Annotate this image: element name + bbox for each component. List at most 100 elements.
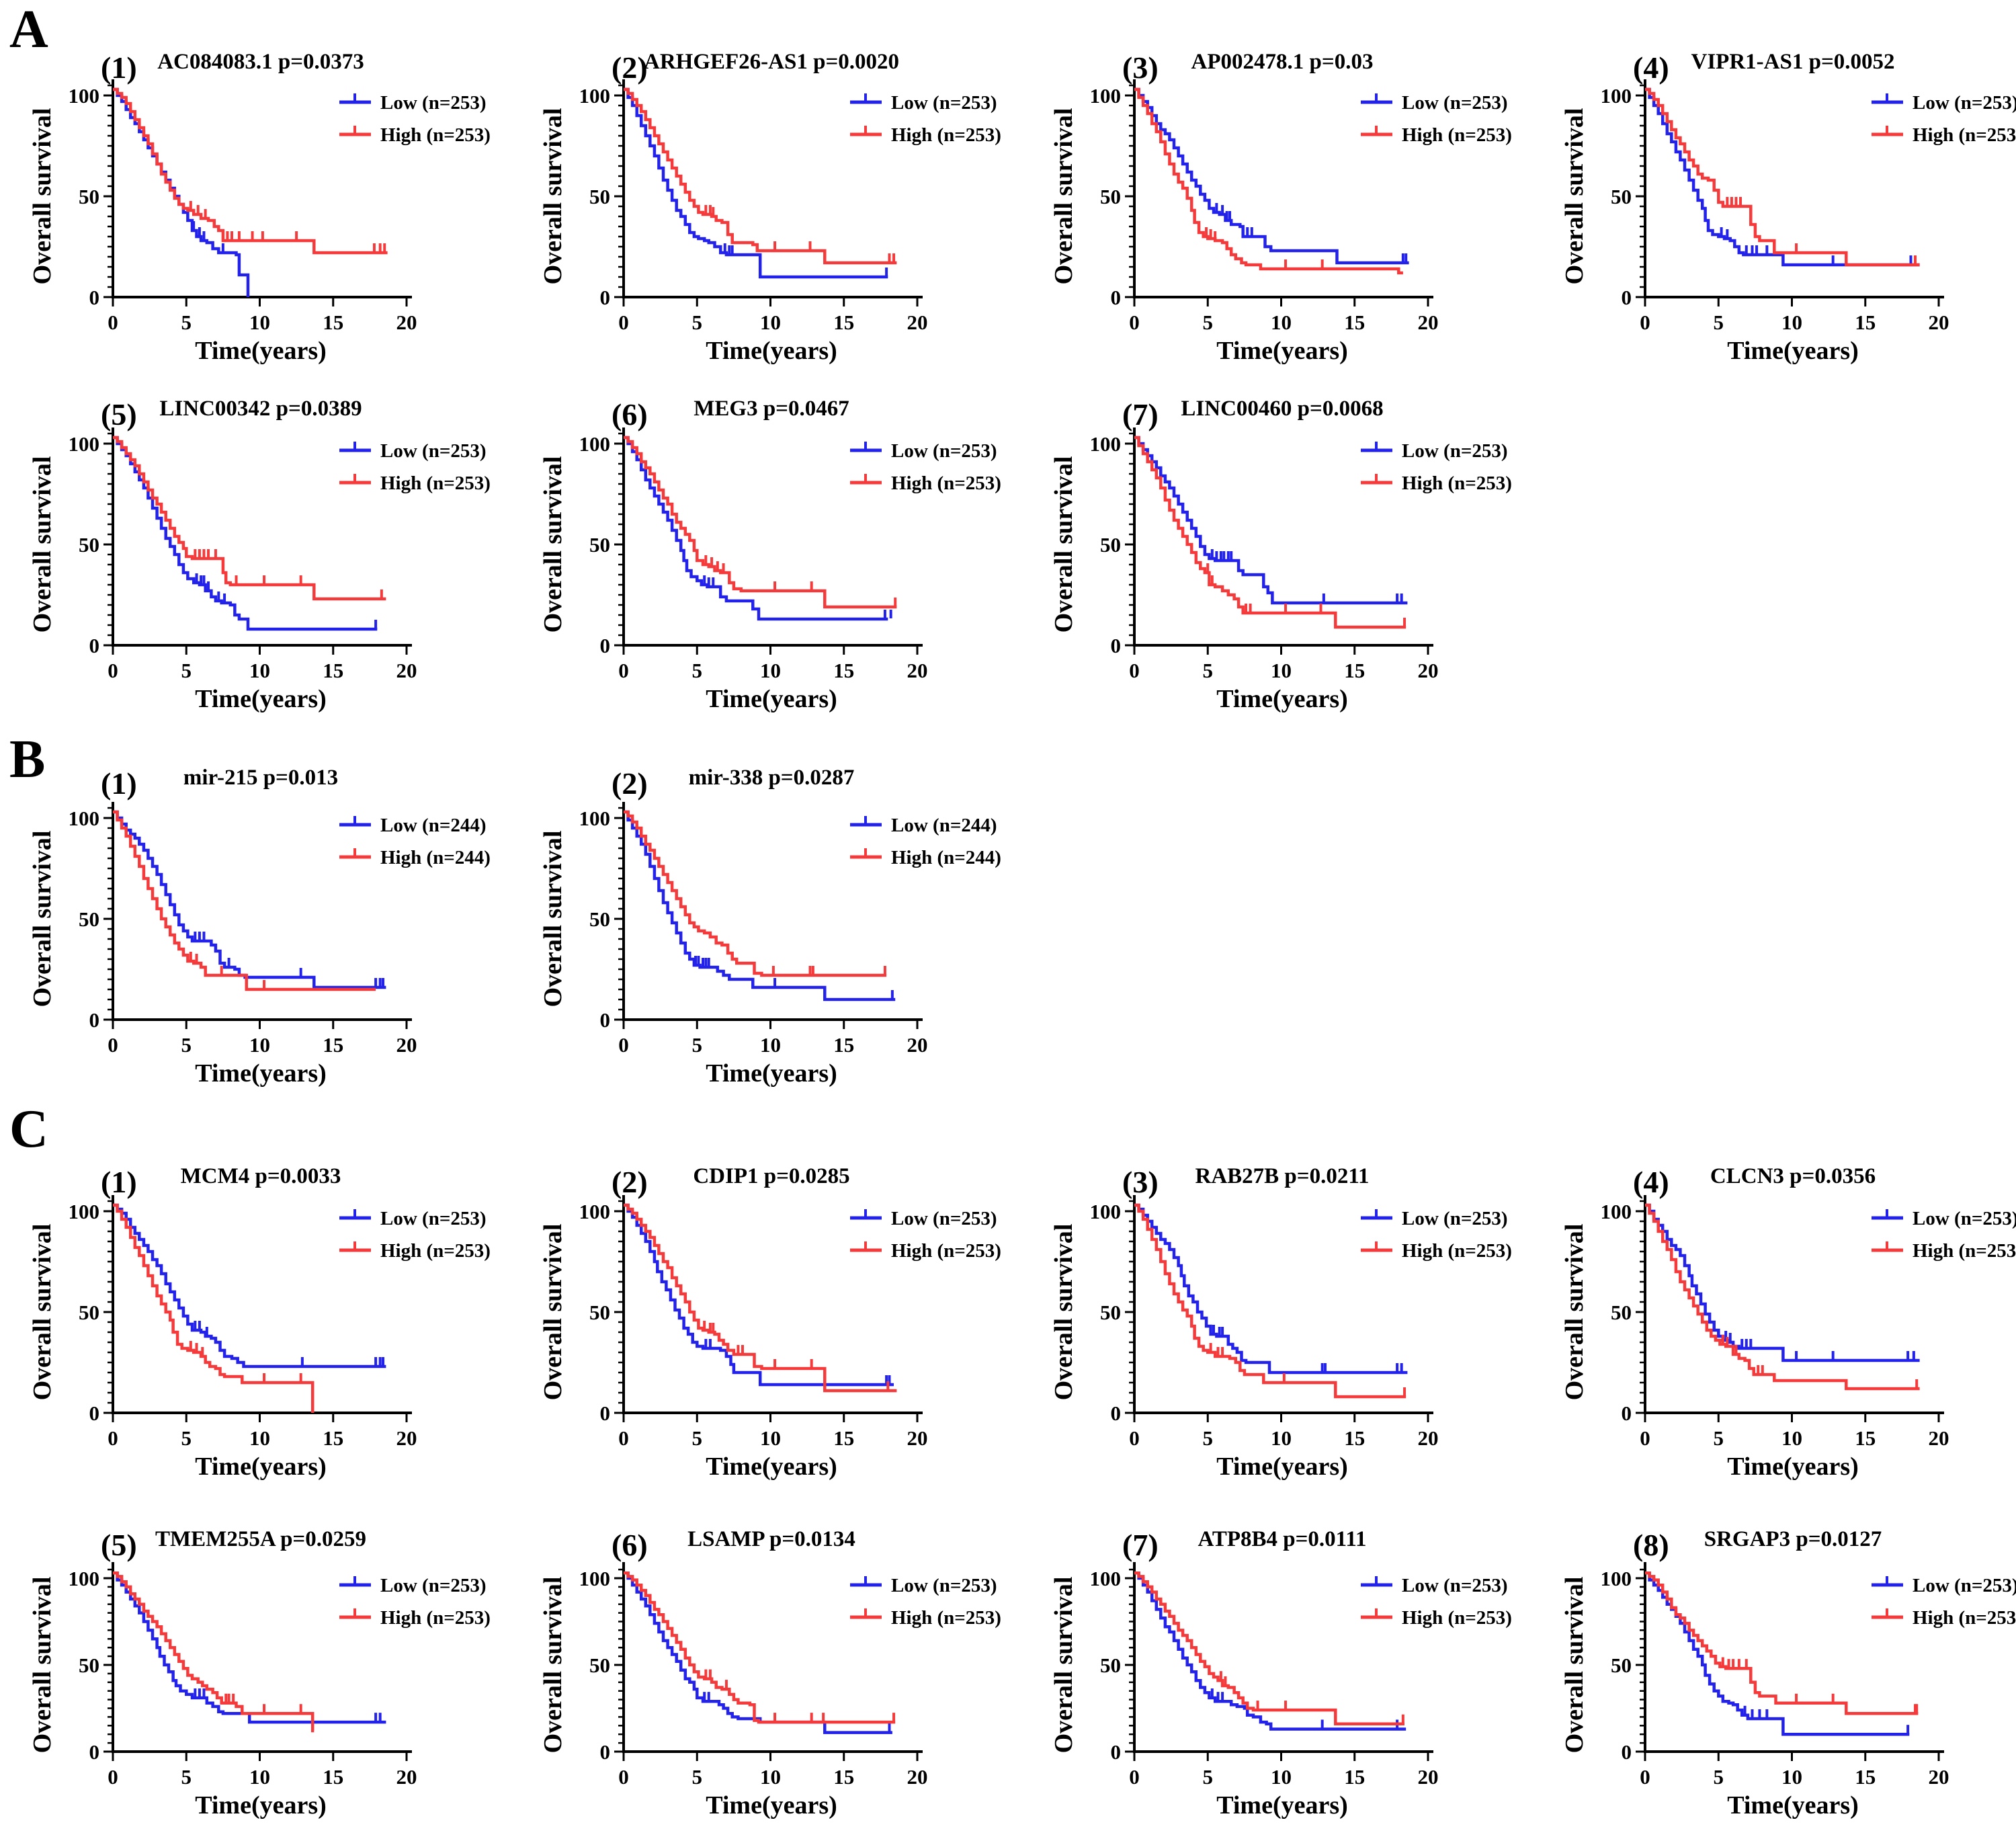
x-tick-label: 20 <box>907 1426 928 1450</box>
y-tick-label: 0 <box>89 1740 100 1764</box>
plot-title: VIPR1-AS1 p=0.0052 <box>1691 50 1895 74</box>
y-tick-label: 100 <box>579 432 611 456</box>
survival-curve-high <box>113 436 386 601</box>
x-tick-label: 5 <box>181 659 192 682</box>
y-tick-label: 50 <box>1100 185 1121 208</box>
plot-title: AP002478.1 p=0.03 <box>1191 50 1374 74</box>
x-tick-label: 5 <box>692 659 703 682</box>
x-tick-label: 15 <box>1344 659 1365 682</box>
survival-curve-high <box>624 1571 896 1724</box>
x-tick-label: 15 <box>323 1426 343 1450</box>
y-tick-label: 0 <box>89 286 100 309</box>
km-plot-TMEM255A: (5) TMEM255A p=0.0259 Overall survival 0 50 1… <box>0 1511 511 1836</box>
legend-label-low: Low (n=244) <box>891 815 997 836</box>
x-tick-label: 5 <box>1714 1765 1724 1789</box>
plot-title: mir-338 p=0.0287 <box>689 766 855 790</box>
y-tick-label: 50 <box>589 185 610 208</box>
km-plot-canvas-AC084083.1: (1) AC084083.1 p=0.0373 Overall survival 0 5… <box>28 50 491 365</box>
x-tick-label: 15 <box>323 1765 343 1789</box>
x-axis-label: Time(years) <box>195 685 327 713</box>
y-tick-label: 50 <box>79 185 99 208</box>
km-plot-ARHGEF26-AS1: (2) ARHGEF26-AS1 p=0.0020 Overall survival… <box>511 0 1021 376</box>
x-tick-label: 20 <box>396 311 417 334</box>
x-tick-label: 10 <box>249 1426 270 1450</box>
y-tick-label: 50 <box>79 1653 99 1677</box>
y-axis-label: Overall survival <box>1050 108 1078 285</box>
x-axis-label: Time(years) <box>706 1453 837 1481</box>
x-tick-label: 5 <box>1714 311 1724 334</box>
x-tick-label: 0 <box>618 659 629 682</box>
x-tick-label: 5 <box>181 1765 192 1789</box>
x-tick-label: 5 <box>692 1765 703 1789</box>
km-plot-SRGAP3: (8) SRGAP3 p=0.0127 Overall survival 0 50 100… <box>1532 1511 2016 1836</box>
legend-label-high: High (n=253) <box>891 124 1001 146</box>
plot-title: SRGAP3 p=0.0127 <box>1704 1527 1882 1551</box>
plot-title: MEG3 p=0.0467 <box>694 397 849 421</box>
x-tick-label: 10 <box>760 311 781 334</box>
plot-number: (1) <box>101 50 137 85</box>
survival-curve-high <box>624 810 887 977</box>
x-tick-label: 0 <box>1129 659 1140 682</box>
y-tick-label: 0 <box>1111 1740 1122 1764</box>
legend-label-high: High (n=244) <box>891 847 1001 868</box>
y-tick-label: 100 <box>1601 84 1632 108</box>
legend-label-low: Low (n=253) <box>1913 1208 2016 1229</box>
x-tick-label: 5 <box>1714 1426 1724 1450</box>
km-plot-CLCN3: (4) CLCN3 p=0.0356 Overall survival 0 50 100 0… <box>1532 1129 2016 1506</box>
x-tick-label: 20 <box>396 1033 417 1057</box>
survival-curve-low <box>624 87 888 279</box>
x-tick-label: 5 <box>181 1426 192 1450</box>
survival-curve-high <box>113 1571 314 1733</box>
x-tick-label: 15 <box>833 1426 854 1450</box>
plot-title: ARHGEF26-AS1 p=0.0020 <box>644 50 899 74</box>
x-tick-label: 10 <box>1271 659 1292 682</box>
x-tick-label: 5 <box>1203 659 1214 682</box>
x-tick-label: 5 <box>181 311 192 334</box>
legend-label-high: High (n=253) <box>1402 1607 1512 1629</box>
x-axis-label: Time(years) <box>195 1059 327 1088</box>
x-tick-label: 0 <box>618 1426 629 1450</box>
km-plot-mir-338: (2) mir-338 p=0.0287 Overall survival 0 50 10… <box>511 743 1021 1119</box>
y-tick-label: 50 <box>1611 1653 1632 1677</box>
survival-curve-low <box>624 810 896 1002</box>
legend-label-high: High (n=253) <box>380 1240 491 1262</box>
x-tick-label: 10 <box>249 659 270 682</box>
y-axis-label: Overall survival <box>539 1577 567 1754</box>
survival-curve-high <box>1134 1203 1406 1399</box>
y-tick-label: 0 <box>600 286 611 309</box>
plot-number: (2) <box>612 1165 648 1199</box>
y-tick-label: 0 <box>89 1008 100 1032</box>
plot-title: CDIP1 p=0.0285 <box>693 1164 849 1188</box>
legend-label-low: Low (n=253) <box>1913 92 2016 114</box>
plot-number: (1) <box>101 1165 137 1199</box>
y-tick-label: 50 <box>1611 185 1632 208</box>
km-plot-ATP8B4: (7) ATP8B4 p=0.0111 Overall survival 0 50 100… <box>1021 1511 1532 1836</box>
x-tick-label: 10 <box>249 1033 270 1057</box>
legend-label-low: Low (n=253) <box>1913 1575 2016 1596</box>
plot-number: (6) <box>612 397 648 432</box>
x-tick-label: 15 <box>833 1033 854 1057</box>
x-tick-label: 10 <box>760 1765 781 1789</box>
plot-number: (5) <box>101 1528 137 1562</box>
plot-number: (7) <box>1122 1528 1159 1562</box>
y-tick-label: 100 <box>1090 1567 1122 1590</box>
plot-title: mir-215 p=0.013 <box>183 766 338 790</box>
plot-number: (6) <box>612 1528 648 1562</box>
x-tick-label: 5 <box>181 1033 192 1057</box>
plot-number: (1) <box>101 766 137 801</box>
x-tick-label: 0 <box>1129 1426 1140 1450</box>
y-tick-label: 100 <box>69 432 100 456</box>
y-tick-label: 100 <box>1601 1200 1632 1223</box>
x-tick-label: 20 <box>1418 1765 1439 1789</box>
legend-label-low: Low (n=253) <box>380 92 487 114</box>
x-axis-label: Time(years) <box>706 685 837 713</box>
km-plot-mir-215: (1) mir-215 p=0.013 Overall survival 0 50 100… <box>0 743 511 1119</box>
y-tick-label: 0 <box>1111 1401 1122 1425</box>
legend-label-high: High (n=253) <box>1913 124 2016 146</box>
x-tick-label: 0 <box>108 1426 118 1450</box>
